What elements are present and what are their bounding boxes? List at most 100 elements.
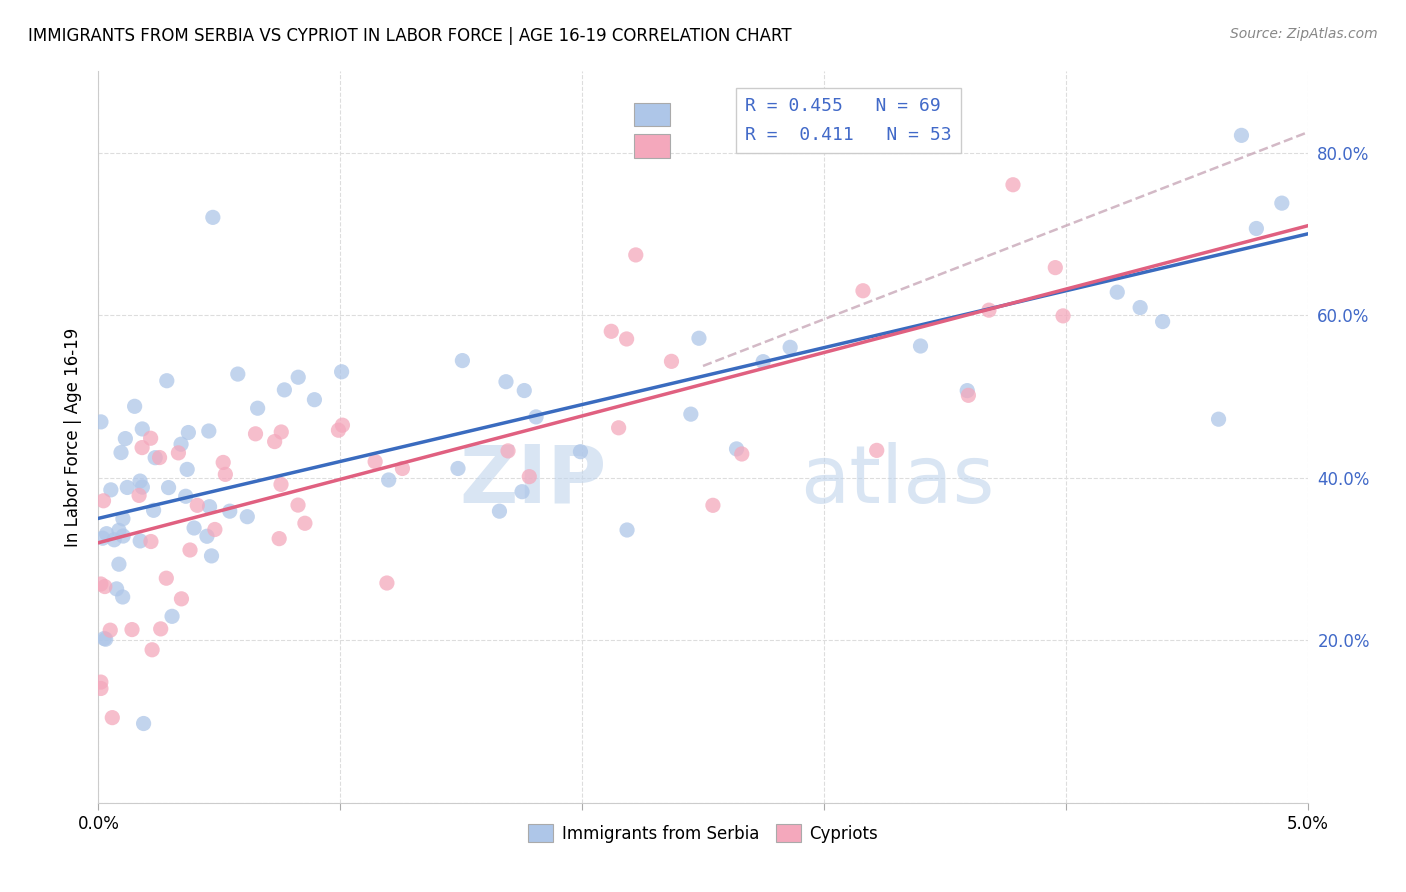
Point <box>90 577 112 591</box>
Point <box>108 524 131 538</box>
Point <box>111 590 134 604</box>
FancyBboxPatch shape <box>634 135 671 158</box>
Point <box>495 375 517 389</box>
Text: ZIP: ZIP <box>458 442 606 520</box>
Point <box>110 445 132 459</box>
Point <box>616 332 638 346</box>
Point <box>752 354 775 368</box>
Point <box>90 681 112 696</box>
Point <box>108 558 131 572</box>
Point <box>496 443 519 458</box>
Point <box>391 461 413 475</box>
Point <box>200 549 222 563</box>
Point <box>212 455 235 469</box>
Point <box>139 534 162 549</box>
Point <box>186 499 208 513</box>
Point <box>451 353 474 368</box>
Point <box>332 418 354 433</box>
Point <box>263 434 285 449</box>
Point <box>1246 221 1268 235</box>
Point <box>90 675 112 690</box>
Point <box>513 384 536 398</box>
Point <box>236 509 259 524</box>
Point <box>1001 178 1024 192</box>
Point <box>304 392 326 407</box>
Point <box>852 284 875 298</box>
Point <box>616 523 638 537</box>
Text: R = 0.455   N = 69
R =  0.411   N = 53: R = 0.455 N = 69 R = 0.411 N = 53 <box>745 97 952 145</box>
Point <box>688 331 710 345</box>
Point <box>245 426 267 441</box>
Point <box>865 122 887 136</box>
Point <box>269 532 291 546</box>
Point <box>91 531 114 545</box>
Point <box>114 432 136 446</box>
Point <box>131 441 153 455</box>
Point <box>1208 412 1230 426</box>
Point <box>375 576 398 591</box>
Point <box>218 504 240 518</box>
Point <box>364 455 387 469</box>
Point <box>214 467 236 482</box>
Text: IMMIGRANTS FROM SERBIA VS CYPRIOT IN LABOR FORCE | AGE 16-19 CORRELATION CHART: IMMIGRANTS FROM SERBIA VS CYPRIOT IN LAB… <box>28 27 792 45</box>
Point <box>779 340 801 354</box>
Point <box>121 623 143 637</box>
Point <box>156 374 179 388</box>
Point <box>149 622 172 636</box>
Point <box>129 533 152 548</box>
Text: atlas: atlas <box>800 442 994 520</box>
Point <box>270 477 292 491</box>
Legend: Immigrants from Serbia, Cypriots: Immigrants from Serbia, Cypriots <box>522 818 884 849</box>
Point <box>155 571 177 585</box>
Point <box>129 474 152 488</box>
Point <box>488 504 510 518</box>
Point <box>160 609 183 624</box>
Point <box>128 488 150 502</box>
Point <box>183 521 205 535</box>
Point <box>141 642 163 657</box>
Point <box>105 582 128 596</box>
Point <box>702 498 724 512</box>
Point <box>177 425 200 440</box>
Point <box>98 623 121 637</box>
Point <box>139 431 162 445</box>
FancyBboxPatch shape <box>634 103 671 126</box>
Point <box>624 248 647 262</box>
Point <box>198 424 221 438</box>
Point <box>93 632 115 646</box>
Point <box>607 421 630 435</box>
Point <box>174 489 197 503</box>
Point <box>201 211 224 225</box>
Point <box>866 443 889 458</box>
Point <box>679 407 702 421</box>
Point <box>170 437 193 451</box>
Point <box>1152 315 1174 329</box>
Point <box>956 384 979 398</box>
Point <box>167 446 190 460</box>
Point <box>93 493 115 508</box>
Point <box>117 480 139 494</box>
Point <box>273 383 295 397</box>
Point <box>94 632 117 647</box>
Point <box>111 512 134 526</box>
Point <box>725 442 748 456</box>
Point <box>179 543 201 558</box>
Point <box>294 516 316 531</box>
Point <box>731 447 754 461</box>
Text: Source: ZipAtlas.com: Source: ZipAtlas.com <box>1230 27 1378 41</box>
Point <box>524 409 547 424</box>
Point <box>170 591 193 606</box>
Point <box>148 450 170 465</box>
Point <box>977 303 1000 318</box>
Point <box>96 526 118 541</box>
Point <box>330 365 353 379</box>
Point <box>94 580 117 594</box>
Point <box>569 444 592 458</box>
Point <box>101 711 124 725</box>
Point <box>517 469 540 483</box>
Point <box>600 324 623 338</box>
Point <box>131 422 153 436</box>
Point <box>131 480 153 494</box>
Point <box>1271 196 1294 211</box>
Point <box>124 400 146 414</box>
